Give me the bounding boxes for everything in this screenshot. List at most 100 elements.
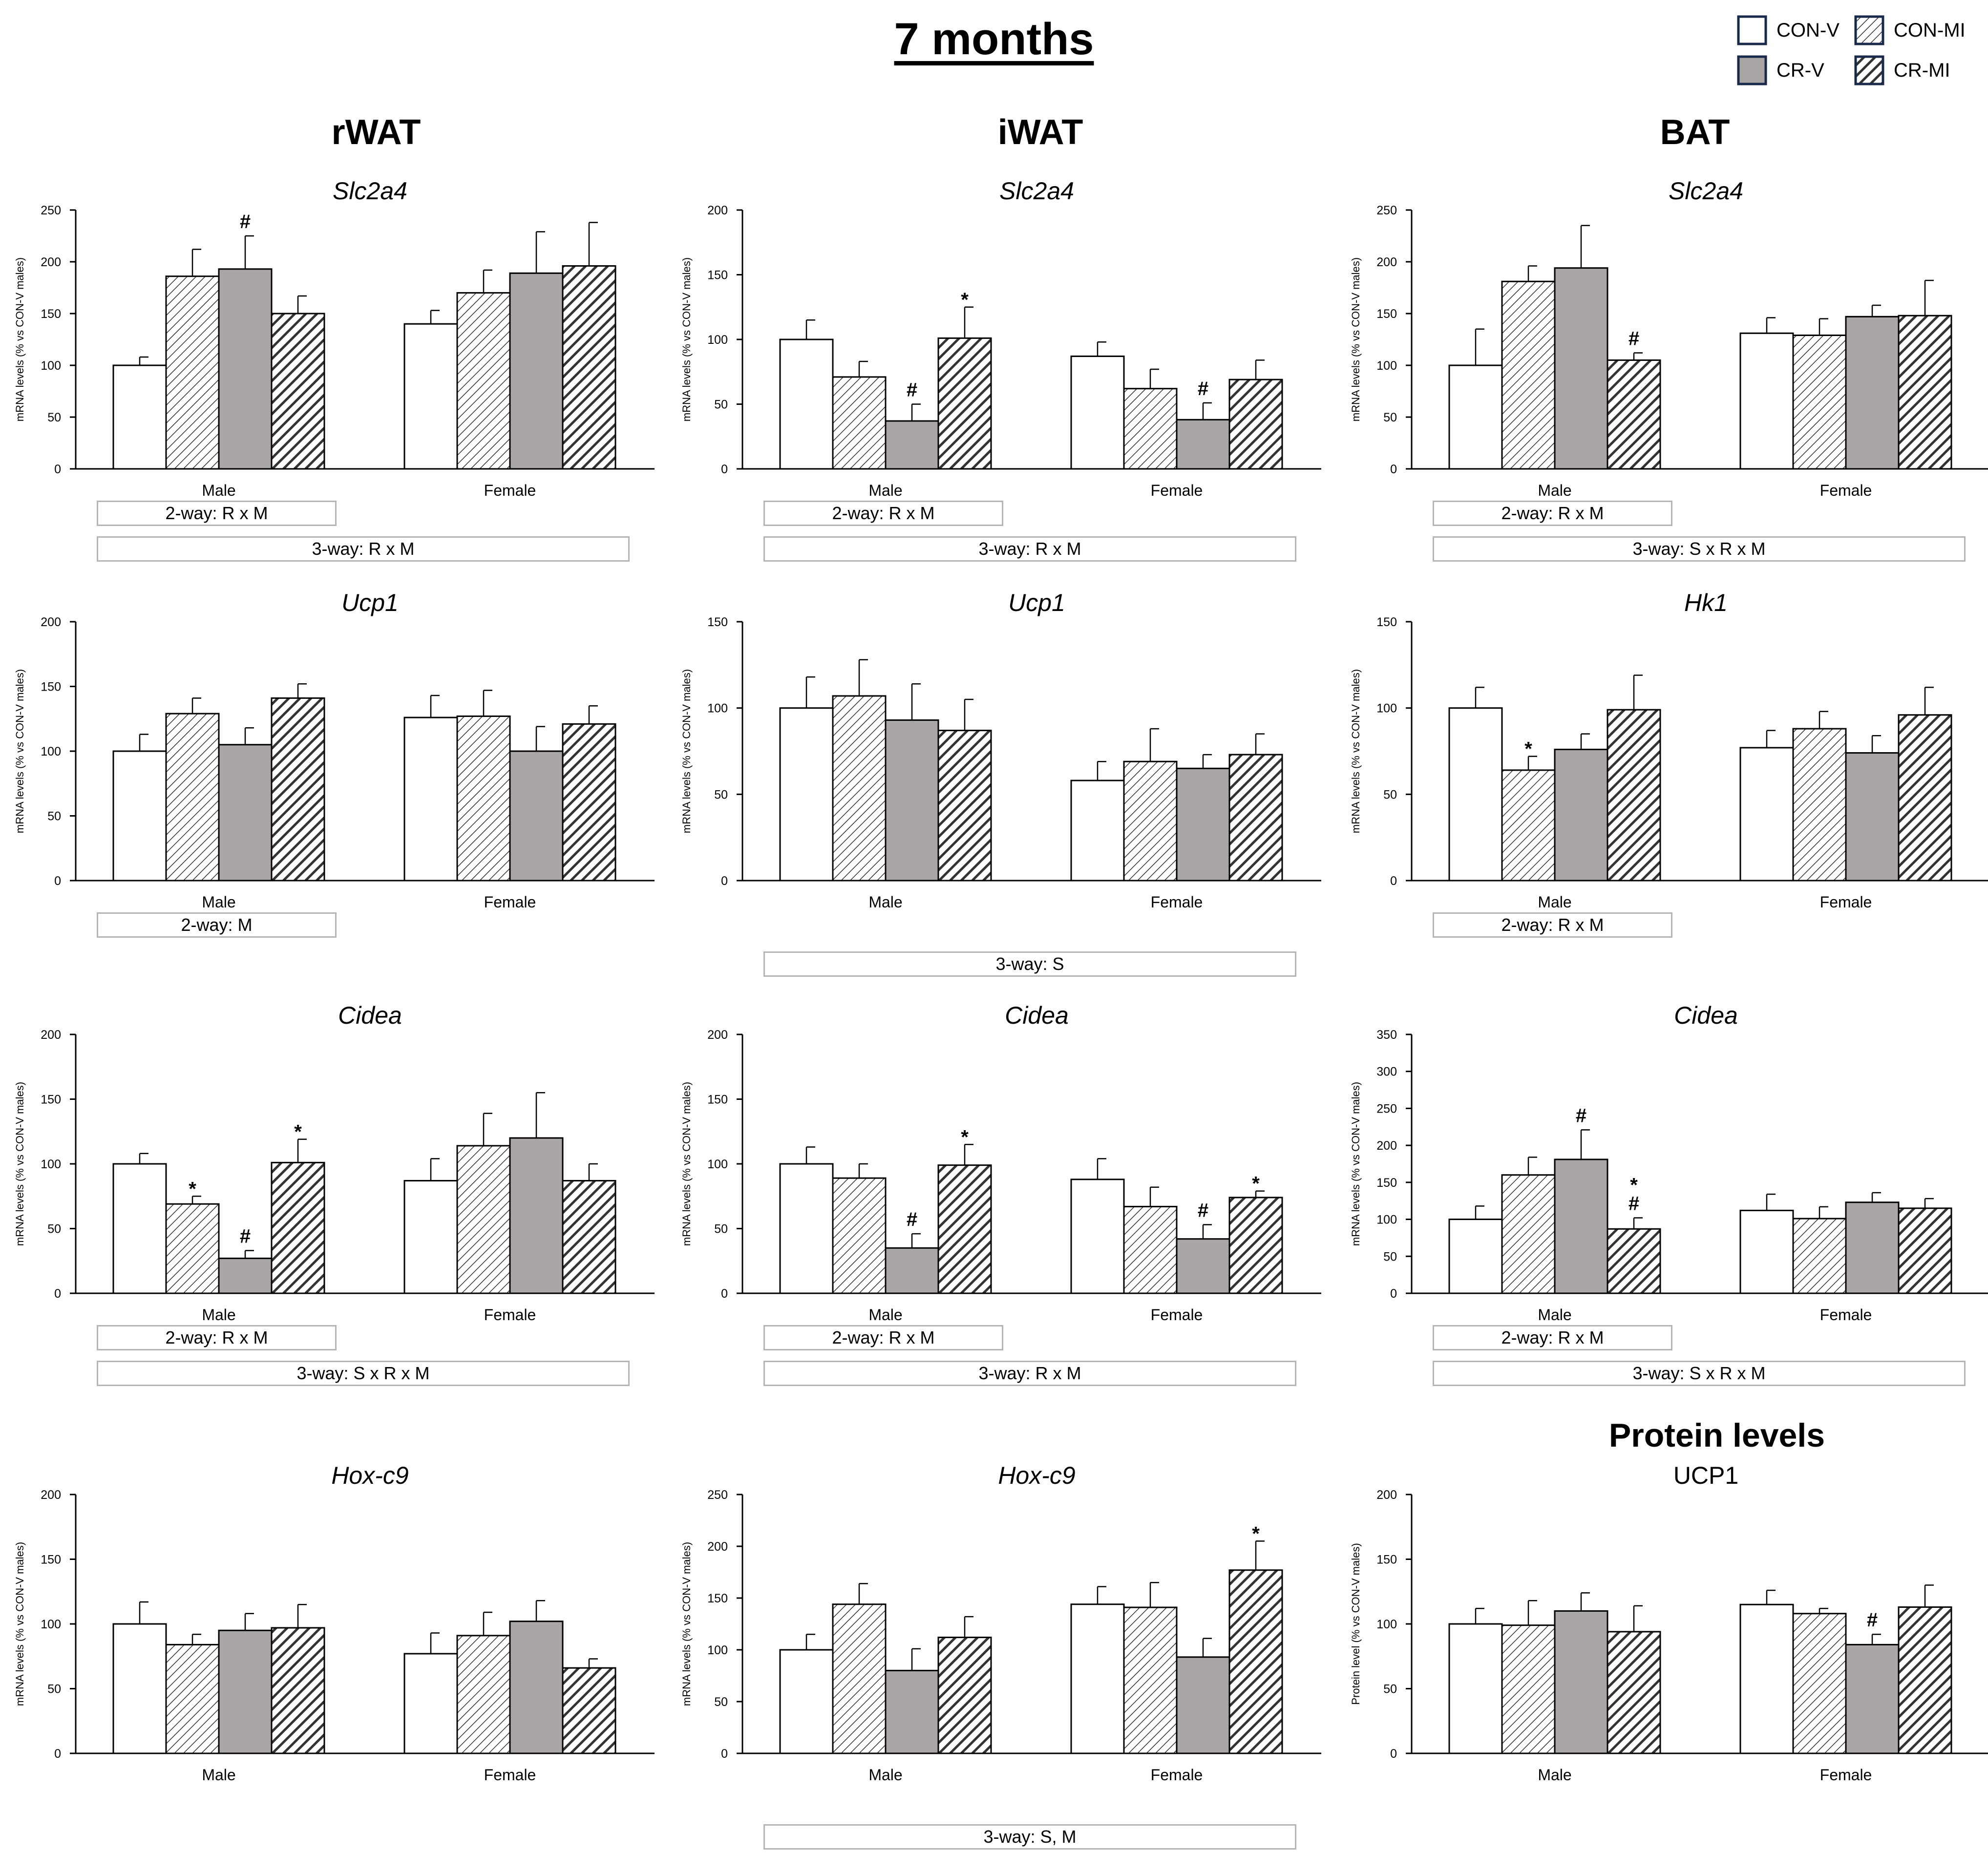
y-tick-label: 0: [1390, 874, 1397, 888]
significance-mark: #: [240, 211, 251, 232]
y-tick-label: 200: [1376, 1488, 1397, 1502]
x-category-label: Female: [1151, 1306, 1203, 1324]
legend-swatch-con-v: [1737, 15, 1767, 45]
legend-label: CON-MI: [1894, 20, 1966, 41]
y-tick-label: 0: [54, 1287, 61, 1301]
chart-title: Hox-c9: [998, 1462, 1075, 1489]
y-tick-label: 150: [707, 269, 728, 282]
bar-cr-mi-female: [1228, 1197, 1283, 1294]
bar-con-v-male: [112, 364, 167, 470]
bar-cr-mi-female: [562, 723, 616, 882]
chart-svg: Slc2a4 0 50 100 150 200 mRNA levels (% vs CON-…: [680, 177, 1321, 499]
bar-con-mi-male: [165, 713, 220, 882]
bar-con-mi-female: [456, 1635, 511, 1754]
bar-cr-v-female: [1176, 767, 1230, 882]
chart-svg: Hox-c9 0 50 100 150 200 mRNA levels (% vs CON-…: [14, 1462, 655, 1784]
chart-bat-hk1: Hk1 0 50 100 150 mRNA levels (% vs CON-V male…: [1336, 588, 1988, 959]
chart-svg: Cidea 0 50 100 150 200 mRNA levels (% vs CON-V…: [14, 1002, 655, 1324]
x-category-label: Male: [868, 1306, 902, 1324]
legend-label: CR-V: [1777, 60, 1824, 81]
chart-svg: Hox-c9 0 50 100 150 200 250 mRNA levels (% vs C…: [680, 1462, 1321, 1784]
significance-mark: *: [1524, 738, 1532, 760]
y-tick-label: 0: [721, 1287, 728, 1301]
y-tick-label: 0: [721, 874, 728, 888]
significance-mark: *: [1252, 1173, 1260, 1195]
bar-cr-mi-female: [562, 265, 616, 470]
y-tick-label: 0: [54, 1747, 61, 1761]
chart-svg: Cidea 0 50 100 150 200 250 300 350 mRNA levels (%…: [1350, 1002, 1988, 1324]
stat-box: 3-way: R x M: [763, 1361, 1296, 1386]
y-tick-label: 50: [1383, 411, 1397, 424]
y-tick-label: 100: [1376, 702, 1397, 716]
bar-con-v-female: [403, 1653, 458, 1754]
legend-item-cr-v: CR-V: [1736, 55, 1854, 86]
bar-cr-mi-male: [937, 730, 992, 882]
chart-bat-slc2a4: Slc2a4 0 50 100 150 200 250 mRNA levels (% vs C…: [1336, 176, 1988, 562]
bar-con-v-female: [403, 323, 458, 470]
y-tick-label: 150: [41, 1553, 61, 1567]
significance-mark: #: [907, 1209, 917, 1230]
bar-cr-v-male: [218, 1257, 273, 1294]
chart-bat-cidea: Cidea 0 50 100 150 200 250 300 350 mRNA levels (%…: [1336, 1000, 1988, 1386]
y-tick-label: 150: [1376, 307, 1397, 321]
y-tick-label: 150: [707, 1093, 728, 1107]
y-tick-label: 200: [707, 204, 728, 217]
bar-cr-mi-male: [937, 1164, 992, 1294]
y-tick-label: 50: [1383, 788, 1397, 801]
bar-con-mi-female: [1123, 1205, 1178, 1294]
chart-svg: Slc2a4 0 50 100 150 200 250 mRNA levels (% vs C…: [1350, 177, 1988, 499]
significance-mark: *: [1630, 1175, 1638, 1196]
bar-cr-v-female: [1176, 419, 1230, 470]
column-header-rwat: rWAT: [331, 113, 421, 152]
bar-cr-v-female: [509, 1137, 564, 1294]
significance-mark: *: [294, 1121, 302, 1143]
chart-iwat-hoxc9: Hox-c9 0 50 100 150 200 250 mRNA levels (% vs C…: [667, 1460, 1331, 1850]
x-category-label: Female: [1151, 893, 1203, 911]
stat-box: 2-way: R x M: [763, 1325, 1003, 1350]
bar-con-mi-female: [1123, 760, 1178, 882]
bar-cr-v-female: [1845, 1201, 1900, 1294]
bar-con-mi-female: [1792, 1613, 1847, 1754]
stat-box: 2-way: R x M: [1433, 1325, 1672, 1350]
y-tick-label: 200: [1376, 1139, 1397, 1153]
stat-box: 3-way: R x M: [97, 536, 630, 562]
chart-title: Cidea: [1674, 1002, 1738, 1029]
y-tick-label: 200: [41, 255, 61, 269]
y-tick-label: 200: [41, 1488, 61, 1502]
bar-cr-mi-female: [1898, 714, 1952, 882]
bar-con-v-male: [112, 750, 167, 882]
x-category-label: Male: [1538, 893, 1571, 911]
significance-mark: *: [961, 1126, 969, 1148]
y-tick-label: 100: [41, 359, 61, 373]
chart-iwat-slc2a4: Slc2a4 0 50 100 150 200 mRNA levels (% vs CON-…: [667, 176, 1331, 562]
bar-con-mi-male: [1501, 280, 1556, 470]
significance-mark: #: [907, 379, 917, 401]
legend-swatch-cr-v: [1737, 55, 1767, 85]
bar-cr-v-male: [1554, 267, 1608, 470]
x-category-label: Female: [1820, 482, 1872, 499]
bar-cr-v-female: [509, 750, 564, 882]
y-tick-label: 200: [41, 615, 61, 629]
bar-con-v-female: [1739, 332, 1794, 470]
bar-cr-mi-male: [271, 1161, 325, 1294]
bar-con-mi-female: [1792, 335, 1847, 470]
x-category-label: Male: [1538, 1306, 1571, 1324]
bar-cr-v-male: [1554, 748, 1608, 882]
y-tick-label: 150: [707, 1592, 728, 1605]
y-tick-label: 150: [41, 680, 61, 694]
y-tick-label: 100: [707, 1643, 728, 1657]
y-tick-label: 350: [1376, 1028, 1397, 1042]
x-category-label: Female: [484, 482, 536, 499]
bar-cr-mi-male: [271, 1627, 325, 1754]
x-category-label: Male: [1538, 1766, 1571, 1784]
y-axis-label: mRNA levels (% vs CON-V males): [680, 1542, 693, 1706]
legend-item-cr-mi: CR-MI: [1854, 55, 1981, 86]
x-category-label: Female: [1151, 1766, 1203, 1784]
y-tick-label: 50: [714, 1222, 728, 1236]
x-category-label: Male: [202, 1306, 235, 1324]
chart-bat-ucp1-protein: UCP1 0 50 100 150 200 Protein level (% vs CON-…: [1336, 1460, 1988, 1832]
y-tick-label: 100: [41, 1618, 61, 1631]
y-axis-label: mRNA levels (% vs CON-V males): [1350, 669, 1362, 833]
x-category-label: Male: [202, 893, 235, 911]
y-tick-label: 50: [47, 411, 61, 424]
